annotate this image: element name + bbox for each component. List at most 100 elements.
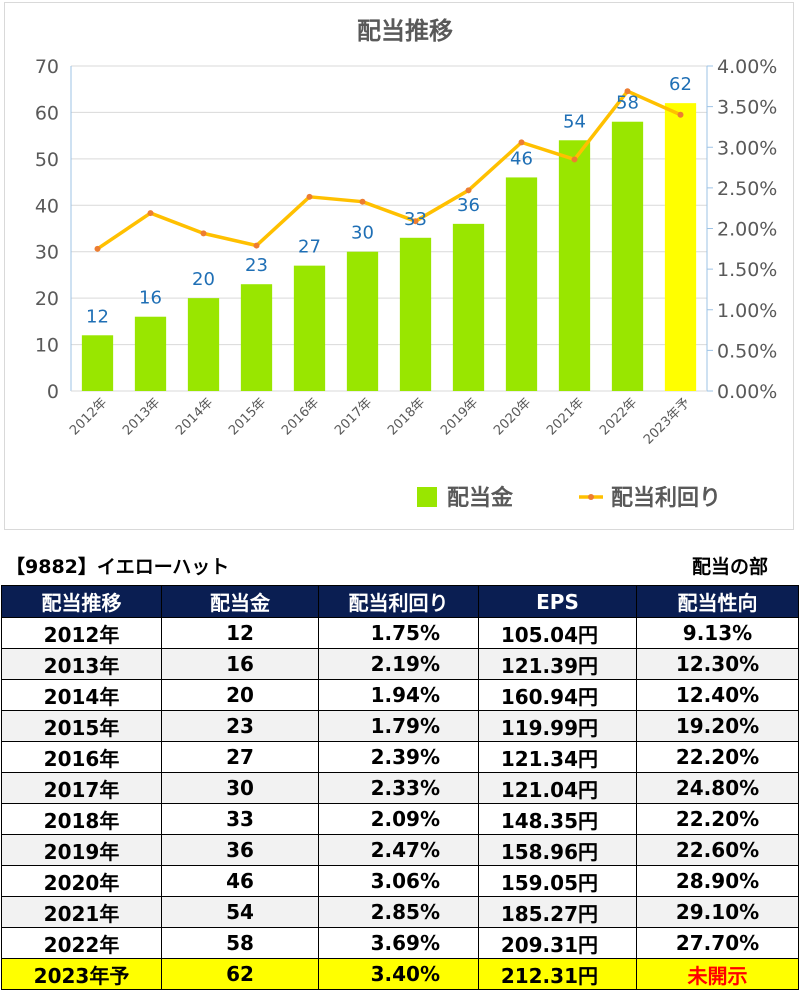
cell-payout: 19.20% [636, 710, 799, 742]
table-row: 2014年 20 1.94% 160.94円 12.40% [1, 679, 799, 711]
col-header-payout: 配当性向 [636, 585, 799, 618]
cell-payout: 29.10% [636, 896, 799, 928]
cell-yield: 2.39% [318, 741, 479, 773]
x-tick-label: 2018年 [385, 395, 428, 438]
legend-label: 配当金 [447, 485, 514, 511]
table-row-forecast: 2023年予 62 3.40% 212.31円 未開示 [1, 958, 799, 990]
table-row: 2013年 16 2.19% 121.39円 12.30% [1, 648, 799, 680]
y2-tick-label: 4.00% [717, 56, 777, 78]
col-header-year: 配当推移 [1, 585, 162, 618]
cell-yield: 2.09% [318, 803, 479, 835]
yield-marker [94, 245, 101, 252]
y2-tick-label: 0.00% [717, 381, 777, 403]
cell-payout: 22.60% [636, 834, 799, 866]
bar-data-label: 27 [298, 237, 321, 258]
bar-data-label: 46 [510, 148, 533, 169]
bar [134, 316, 167, 391]
bar [664, 103, 697, 392]
cell-dividend: 20 [161, 679, 319, 711]
cell-eps: 158.96円 [478, 834, 637, 866]
bar [399, 237, 432, 391]
cell-eps: 121.34円 [478, 741, 637, 773]
cell-dividend: 36 [161, 834, 319, 866]
cell-yield: 3.69% [318, 927, 479, 959]
cell-yield: 3.40% [318, 958, 479, 990]
bar [240, 284, 273, 391]
cell-payout: 未開示 [636, 958, 799, 990]
bar-data-label: 54 [563, 111, 586, 132]
cell-yield: 2.85% [318, 896, 479, 928]
bar-data-label: 58 [616, 93, 639, 114]
dividend-table: 配当推移 配当金 配当利回り EPS 配当性向 2012年 12 1.75% 105.… [1, 585, 799, 990]
cell-dividend: 12 [161, 617, 319, 649]
table-row: 2017年 30 2.33% 121.04円 24.80% [1, 772, 799, 804]
bar-data-label: 16 [139, 288, 162, 309]
y2-tick-label: 0.50% [717, 340, 777, 362]
yield-line [96, 89, 682, 251]
cell-year: 2014年 [1, 679, 162, 711]
section-header: 【9882】イエローハット 配当の部 [6, 552, 796, 578]
cell-year: 2018年 [1, 803, 162, 835]
cell-year: 2016年 [1, 741, 162, 773]
table-row: 2016年 27 2.39% 121.34円 22.20% [1, 741, 799, 773]
x-tick-label: 2016年 [279, 395, 322, 438]
bar-data-label: 12 [86, 306, 109, 327]
cell-payout: 22.20% [636, 741, 799, 773]
cell-eps: 185.27円 [478, 896, 637, 928]
col-header-dividend: 配当金 [161, 585, 319, 618]
y2-tick-label: 1.50% [717, 259, 777, 281]
bar-data-label: 23 [245, 255, 268, 276]
bar [505, 177, 538, 391]
col-header-yield: 配当利回り [318, 585, 479, 618]
cell-eps: 148.35円 [478, 803, 637, 835]
x-tick-label: 2020年 [491, 395, 534, 438]
x-tick-label: 2021年 [544, 395, 587, 438]
cell-payout: 24.80% [636, 772, 799, 804]
legend-swatch-bar [417, 487, 437, 507]
bar-data-label: 36 [457, 195, 480, 216]
cell-yield: 1.79% [318, 710, 479, 742]
y-tick-label: 30 [35, 242, 59, 264]
cell-payout: 22.20% [636, 803, 799, 835]
cell-payout: 9.13% [636, 617, 799, 649]
x-tick-label: 2012年 [67, 395, 110, 438]
cell-dividend: 33 [161, 803, 319, 835]
y2-tick-label: 1.00% [717, 300, 777, 322]
cell-eps: 105.04円 [478, 617, 637, 649]
cell-payout: 12.40% [636, 679, 799, 711]
cell-year: 2012年 [1, 617, 162, 649]
yield-marker [306, 193, 313, 200]
bar [611, 121, 644, 391]
cell-eps: 119.99円 [478, 710, 637, 742]
cell-year: 2020年 [1, 865, 162, 897]
bar-data-label: 33 [404, 209, 427, 230]
bar [293, 265, 326, 391]
cell-eps: 159.05円 [478, 865, 637, 897]
company-label: 【9882】イエローハット [6, 556, 230, 578]
legend-swatch-marker [588, 494, 594, 500]
yield-marker [465, 187, 472, 194]
table-row: 2012年 12 1.75% 105.04円 9.13% [1, 617, 799, 649]
table-row: 2020年 46 3.06% 159.05円 28.90% [1, 865, 799, 897]
y-tick-label: 40 [35, 195, 59, 217]
bar [558, 140, 591, 391]
y-tick-label: 70 [35, 56, 59, 78]
cell-yield: 2.19% [318, 648, 479, 680]
cell-eps: 121.04円 [478, 772, 637, 804]
cell-yield: 3.06% [318, 865, 479, 897]
cell-eps: 212.31円 [478, 958, 637, 990]
cell-payout: 28.90% [636, 865, 799, 897]
cell-year: 2017年 [1, 772, 162, 804]
cell-dividend: 58 [161, 927, 319, 959]
legend-label: 配当利回り [611, 486, 721, 511]
cell-yield: 2.33% [318, 772, 479, 804]
yield-marker [200, 230, 207, 237]
section-label: 配当の部 [691, 556, 768, 578]
bar-data-label: 30 [351, 223, 374, 244]
cell-payout: 12.30% [636, 648, 799, 680]
chart-title: 配当推移 [357, 17, 453, 45]
cell-yield: 1.75% [318, 617, 479, 649]
yield-marker [359, 198, 366, 205]
yield-marker [253, 242, 260, 249]
y2-tick-label: 2.50% [717, 178, 777, 200]
